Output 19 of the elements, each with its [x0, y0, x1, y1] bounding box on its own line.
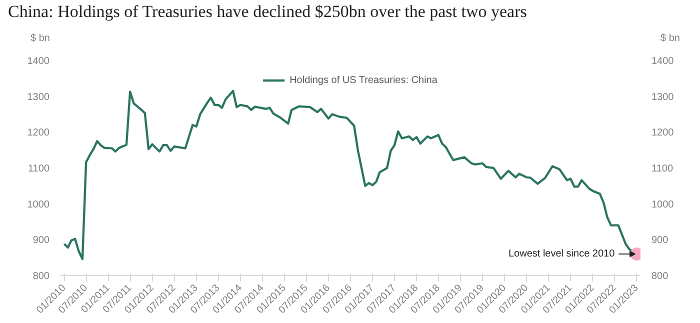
- y2-tick-label: 900: [652, 235, 669, 246]
- y-tick-label: 1000: [27, 199, 50, 210]
- y2-tick-label: 1000: [652, 199, 674, 210]
- y-tick-label: 900: [32, 235, 50, 246]
- y-tick-label: 1100: [28, 164, 50, 174]
- y-tick-label: 1300: [27, 92, 50, 103]
- y-axis-title: $ bn: [30, 32, 50, 46]
- annotation: Lowest level since 2010: [508, 248, 616, 260]
- y2-tick-label: 1200: [652, 128, 674, 139]
- y-tick-label: 1400: [27, 56, 50, 67]
- y2-tick-label: 800: [652, 271, 669, 282]
- y2-tick-label: 1300: [652, 92, 674, 103]
- y-tick-label: 1200: [27, 128, 50, 139]
- y2-tick-label: 1100: [652, 164, 674, 174]
- y2-axis-title: $ bn: [660, 32, 680, 46]
- chart-title: China: Holdings of Treasuries have declined $250bn over the past two years: [8, 1, 527, 23]
- y-tick-label: 800: [32, 271, 50, 282]
- legend-label: Holdings of US Treasuries: China: [290, 74, 438, 86]
- y2-tick-label: 1400: [652, 56, 674, 67]
